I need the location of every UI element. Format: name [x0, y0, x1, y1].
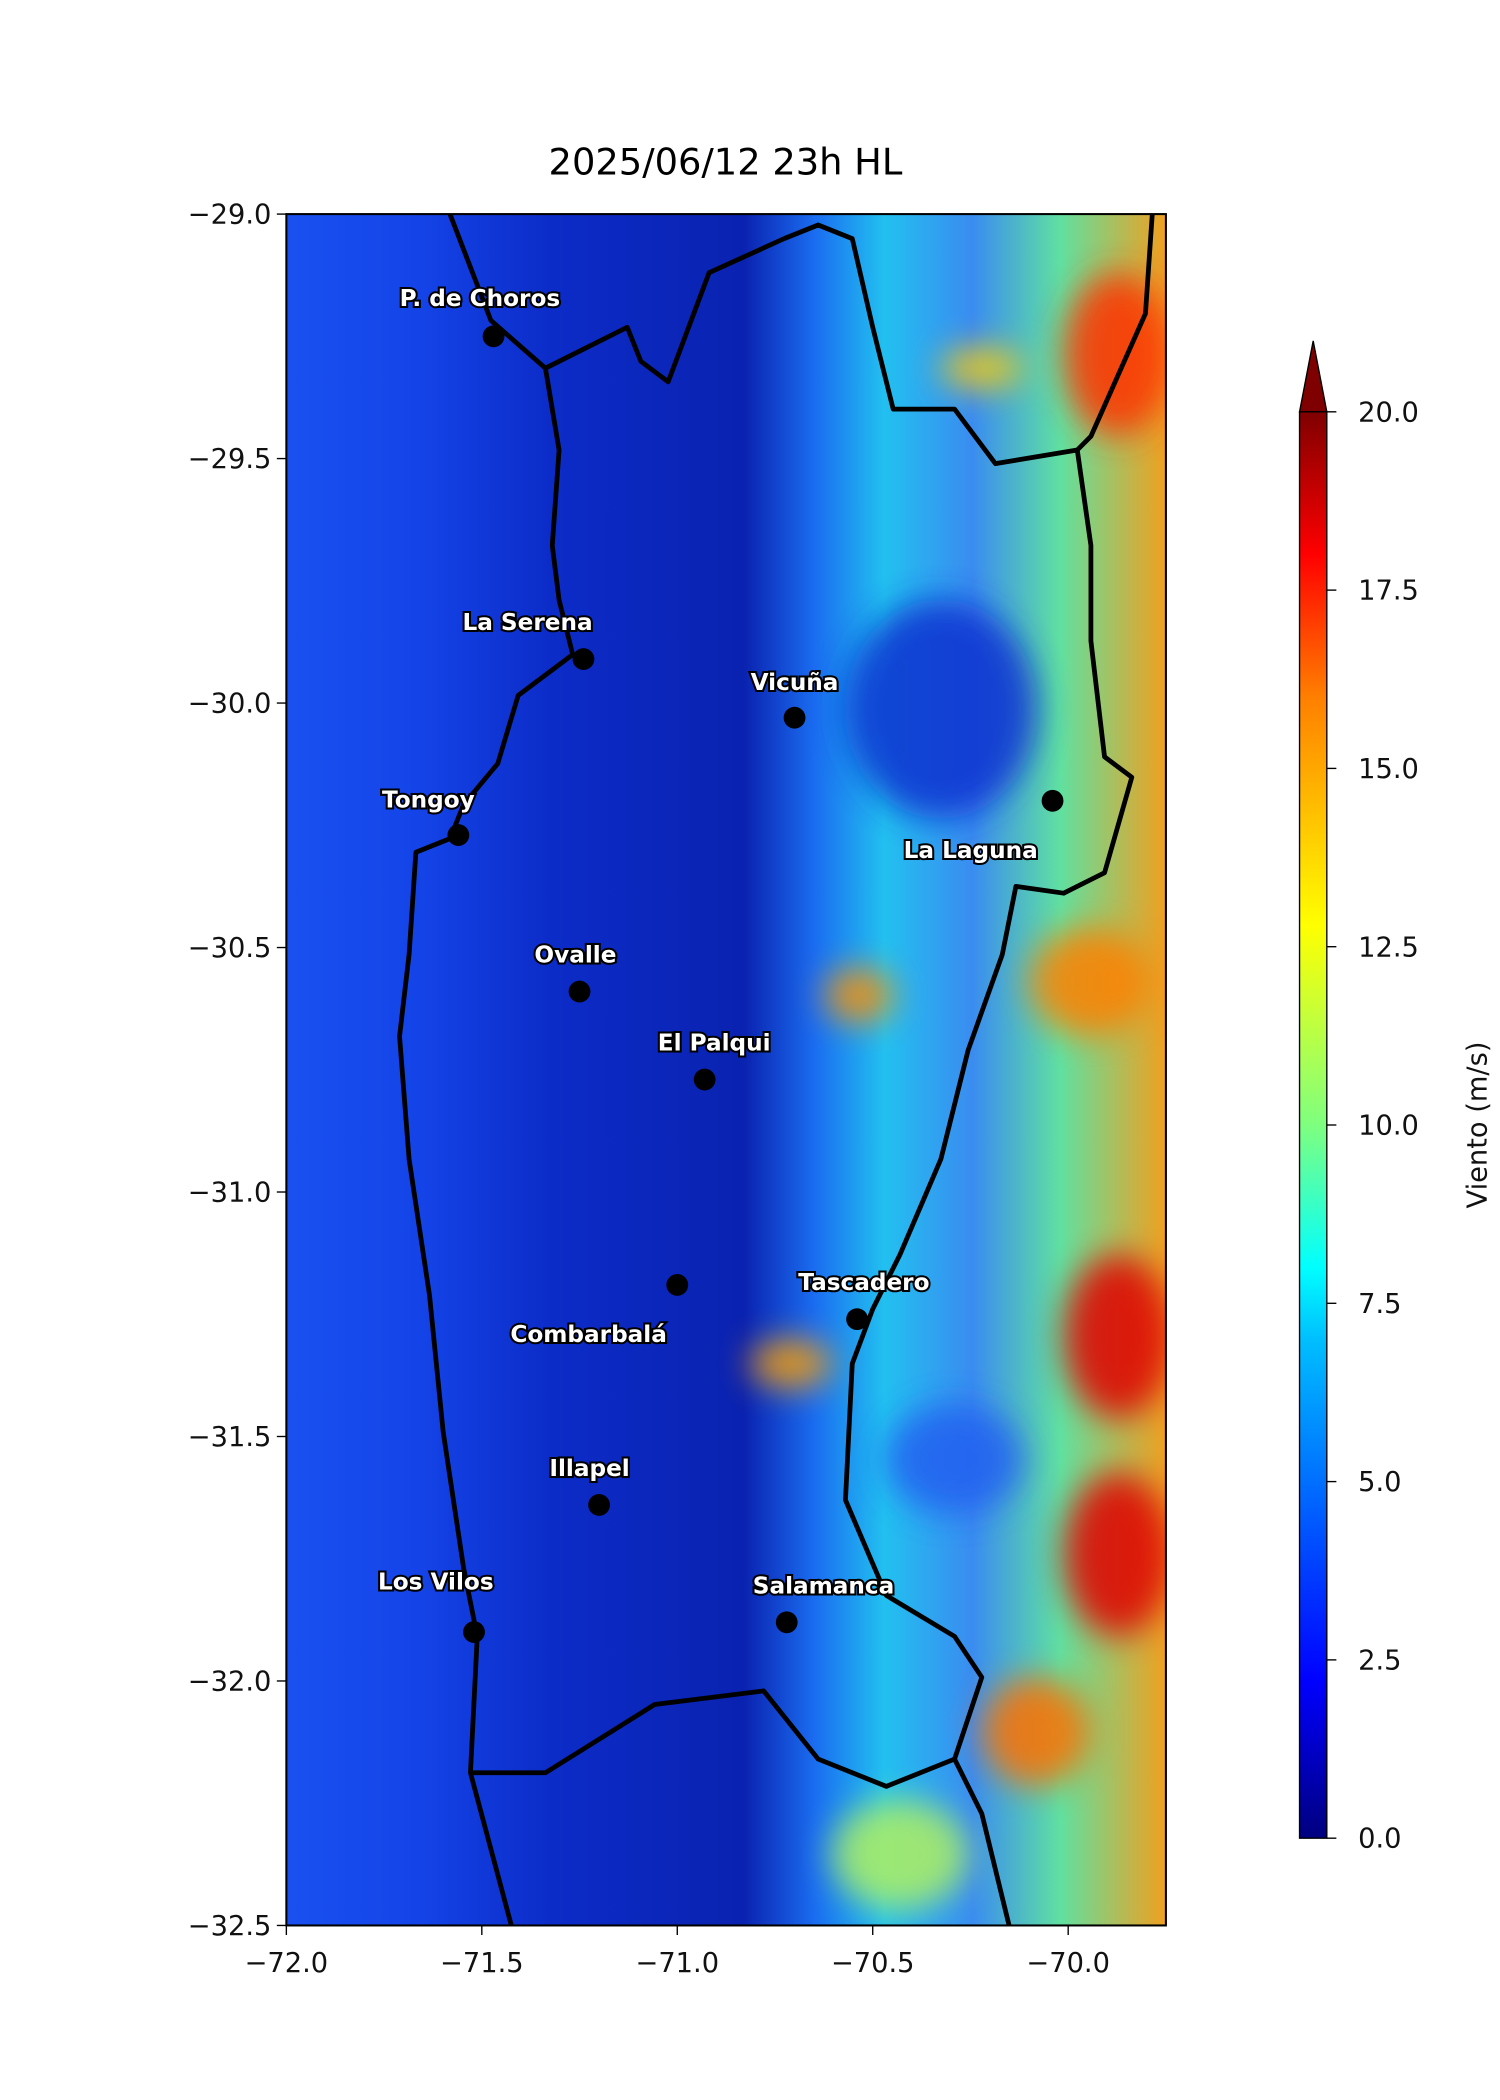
wind-field	[286, 214, 1166, 1926]
city-marker	[568, 980, 591, 1003]
x-tick-label: −70.0	[1026, 1948, 1110, 1979]
y-tick-label: −30.0	[188, 689, 272, 720]
title: 2025/06/12 23h HL	[549, 141, 903, 184]
y-tick-label: −30.5	[188, 933, 272, 964]
city-marker	[693, 1068, 716, 1091]
city-marker	[482, 325, 505, 348]
city-label: Salamanca	[753, 1572, 895, 1599]
city-marker	[666, 1274, 689, 1296]
colorbar-extend	[1298, 340, 1328, 413]
city-label: El Palqui	[658, 1030, 771, 1057]
colorbar-tick-label: 12.5	[1358, 932, 1419, 963]
city-marker	[1041, 789, 1064, 812]
x-tick-label: −71.5	[440, 1948, 524, 1979]
city-marker	[447, 824, 470, 846]
y-tick-label: −32.5	[188, 1911, 272, 1942]
colorbar	[1299, 411, 1327, 1839]
cities: P. de Choros La Serena Vicuña La Laguna Tong…	[376, 283, 1064, 1643]
y-tick-label: −31.5	[188, 1422, 272, 1453]
colorbar-tick-label: 5.0	[1358, 1467, 1401, 1498]
axes: −72.0 −71.5 −71.0 −70.5 −70.0 −29.0 −29.5 −30.0…	[188, 200, 1110, 1979]
y-tick-label: −31.0	[188, 1178, 272, 1209]
city-label: Ovalle	[534, 942, 616, 969]
city-marker	[588, 1494, 610, 1516]
colorbar-tick-label: 15.0	[1358, 754, 1419, 785]
y-tick-label: −29.5	[188, 444, 272, 475]
city-label: La Serena	[462, 609, 592, 636]
plot-frame	[285, 213, 1167, 1927]
city-label: Vicuña	[751, 669, 839, 696]
city-label: Los Vilos	[378, 1568, 494, 1595]
colorbar-tick-label: 0.0	[1358, 1824, 1401, 1855]
colorbar-tick-label: 2.5	[1358, 1645, 1401, 1676]
colorbar-tick-label: 17.5	[1358, 576, 1419, 607]
city-marker	[846, 1308, 868, 1331]
colorbar-tick-label: 10.0	[1358, 1111, 1419, 1142]
city-label: P. de Choros	[400, 285, 561, 312]
colorbar-tick-label: 7.5	[1358, 1289, 1401, 1320]
y-tick-label: −29.0	[188, 200, 272, 231]
city-label: Tascadero	[798, 1269, 929, 1296]
x-tick-label: −71.0	[635, 1948, 719, 1979]
x-tick-label: −72.0	[245, 1948, 329, 1979]
city-label: Illapel	[549, 1455, 629, 1482]
city-label: La Laguna	[904, 837, 1038, 864]
city-label: Tongoy	[382, 786, 475, 813]
colorbar-tick-label: 20.0	[1358, 397, 1419, 428]
city-marker	[463, 1621, 485, 1643]
city-marker	[572, 648, 595, 670]
city-marker	[775, 1611, 798, 1634]
colorbar-label: Viento (m/s)	[1462, 1042, 1493, 1209]
city-marker	[783, 706, 806, 729]
x-tick-label: −70.5	[831, 1948, 915, 1979]
city-label: Combarbalá	[510, 1321, 667, 1348]
y-tick-label: −32.0	[188, 1667, 272, 1698]
